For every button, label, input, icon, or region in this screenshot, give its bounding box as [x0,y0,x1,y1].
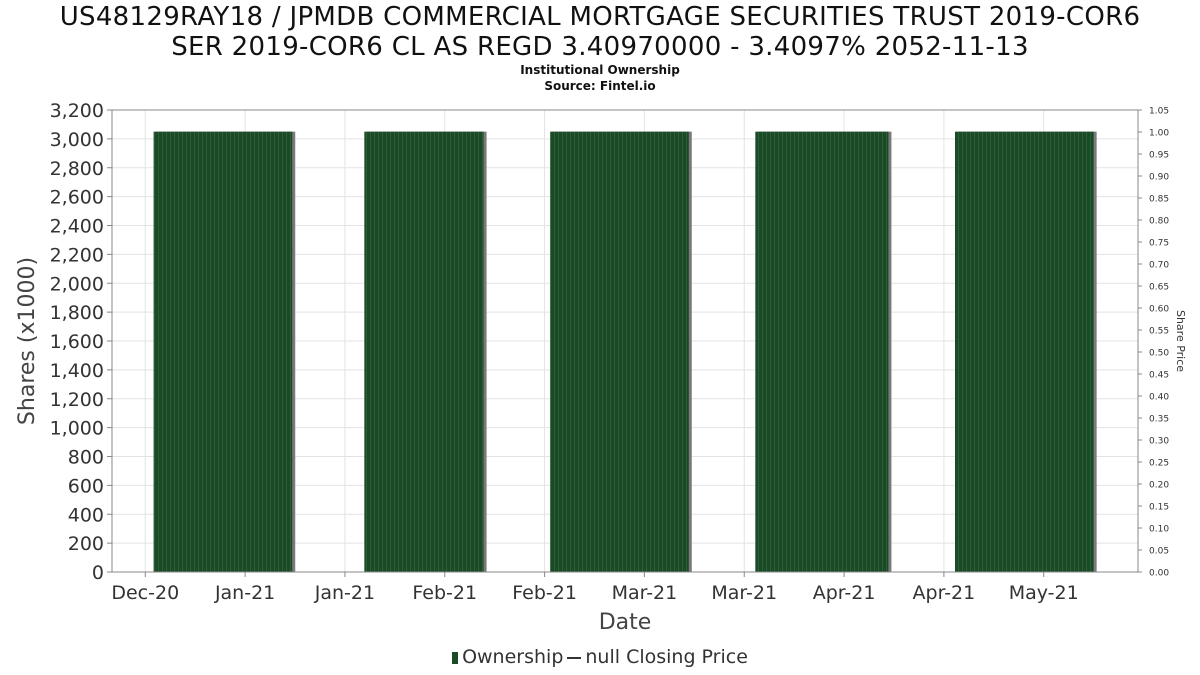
x-tick-label: Apr-21 [913,582,976,604]
y-right-tick-label: 0.20 [1149,481,1169,491]
bars-group [153,131,1097,572]
y-right-tick-label: 0.45 [1149,371,1169,381]
y-tick-label: 2,200 [50,244,104,266]
y-axis-right-label: Share Price [1174,310,1187,372]
chart-source: Source: Fintel.io [544,79,656,93]
y-right-tick-label: 0.95 [1149,151,1169,161]
y-right-tick-label: 0.40 [1149,393,1169,403]
ownership-bar [364,131,484,572]
y-tick-label: 200 [68,533,104,555]
legend-label-closing-price: null Closing Price [585,646,748,668]
chart-title-block: US48129RAY18 / JPMDB COMMERCIAL MORTGAGE… [0,2,1200,94]
ownership-bar [954,131,1094,572]
y-tick-label: 1,800 [50,302,104,324]
y-tick-label: 2,000 [50,273,104,295]
chart-subtitle: Institutional Ownership [520,63,680,77]
y-right-tick-label: 0.05 [1149,547,1169,557]
y-axis-label: Shares (x1000) [15,257,40,425]
y-right-tick-label: 0.65 [1149,283,1169,293]
y-tick-label: 1,400 [50,360,104,382]
y-axis-right: 0.00 0.05 0.10 0.15 0.20 0.25 0.30 0.35 0.40 0.45… [1138,107,1169,579]
y-tick-label: 2,400 [50,216,104,238]
y-tick-label: 400 [68,504,104,526]
chart-title-line-1: US48129RAY18 / JPMDB COMMERCIAL MORTGAGE… [59,2,1141,32]
y-right-tick-label: 0.00 [1149,569,1169,579]
y-right-tick-label: 0.25 [1149,459,1169,469]
legend-swatch-closing-price [567,656,582,659]
x-tick-label: Jan-21 [314,582,375,604]
y-right-tick-label: 0.55 [1149,327,1169,337]
y-right-tick-label: 1.05 [1149,107,1169,117]
y-tick-label: 2,800 [50,158,104,180]
y-right-tick-label: 0.90 [1149,173,1169,183]
y-tick-label: 1,200 [50,389,104,411]
y-tick-label: 1,000 [50,418,104,440]
y-right-tick-label: 0.85 [1149,195,1169,205]
y-right-tick-label: 0.80 [1149,217,1169,227]
chart-legend: Ownership null Closing Price [0,646,1200,668]
y-axis-left: 0 200 400 600 800 1,000 1,200 1,400 1,600 1,800 2,… [50,100,112,584]
y-right-tick-label: 0.15 [1149,503,1169,513]
y-right-tick-label: 0.75 [1149,239,1169,249]
x-tick-label: Mar-21 [711,582,777,604]
legend-swatch-ownership [452,651,459,664]
y-tick-label: 600 [68,475,104,497]
y-right-tick-label: 0.70 [1149,261,1169,271]
y-right-tick-label: 0.50 [1149,349,1169,359]
x-axis-label: Date [599,610,652,635]
y-right-tick-label: 0.30 [1149,437,1169,447]
y-right-tick-label: 0.60 [1149,305,1169,315]
y-tick-label: 0 [92,562,104,584]
x-axis: Dec-20 Jan-21 Jan-21 Feb-21 Feb-21 Mar-21 Mar-… [111,572,1079,604]
y-tick-label: 3,000 [50,129,104,151]
y-right-tick-label: 1.00 [1149,129,1169,139]
x-tick-label: Mar-21 [612,582,678,604]
ownership-bar [550,131,689,572]
y-right-tick-label: 0.10 [1149,525,1169,535]
x-tick-label: Dec-20 [111,582,179,604]
y-tick-label: 3,200 [50,100,104,122]
legend-label-ownership: Ownership [462,646,564,668]
x-tick-label: May-21 [1009,582,1079,604]
y-tick-label: 800 [68,447,104,469]
x-tick-label: Feb-21 [512,582,577,604]
x-tick-label: Apr-21 [813,582,876,604]
chart-title-line-2: SER 2019-COR6 CL AS REGD 3.40970000 - 3.… [171,32,1029,62]
y-tick-label: 2,600 [50,187,104,209]
x-tick-label: Jan-21 [214,582,275,604]
y-tick-label: 1,600 [50,331,104,353]
ownership-bar [755,131,889,572]
ownership-bar [153,131,293,572]
y-right-tick-label: 0.35 [1149,415,1169,425]
x-tick-label: Feb-21 [412,582,477,604]
